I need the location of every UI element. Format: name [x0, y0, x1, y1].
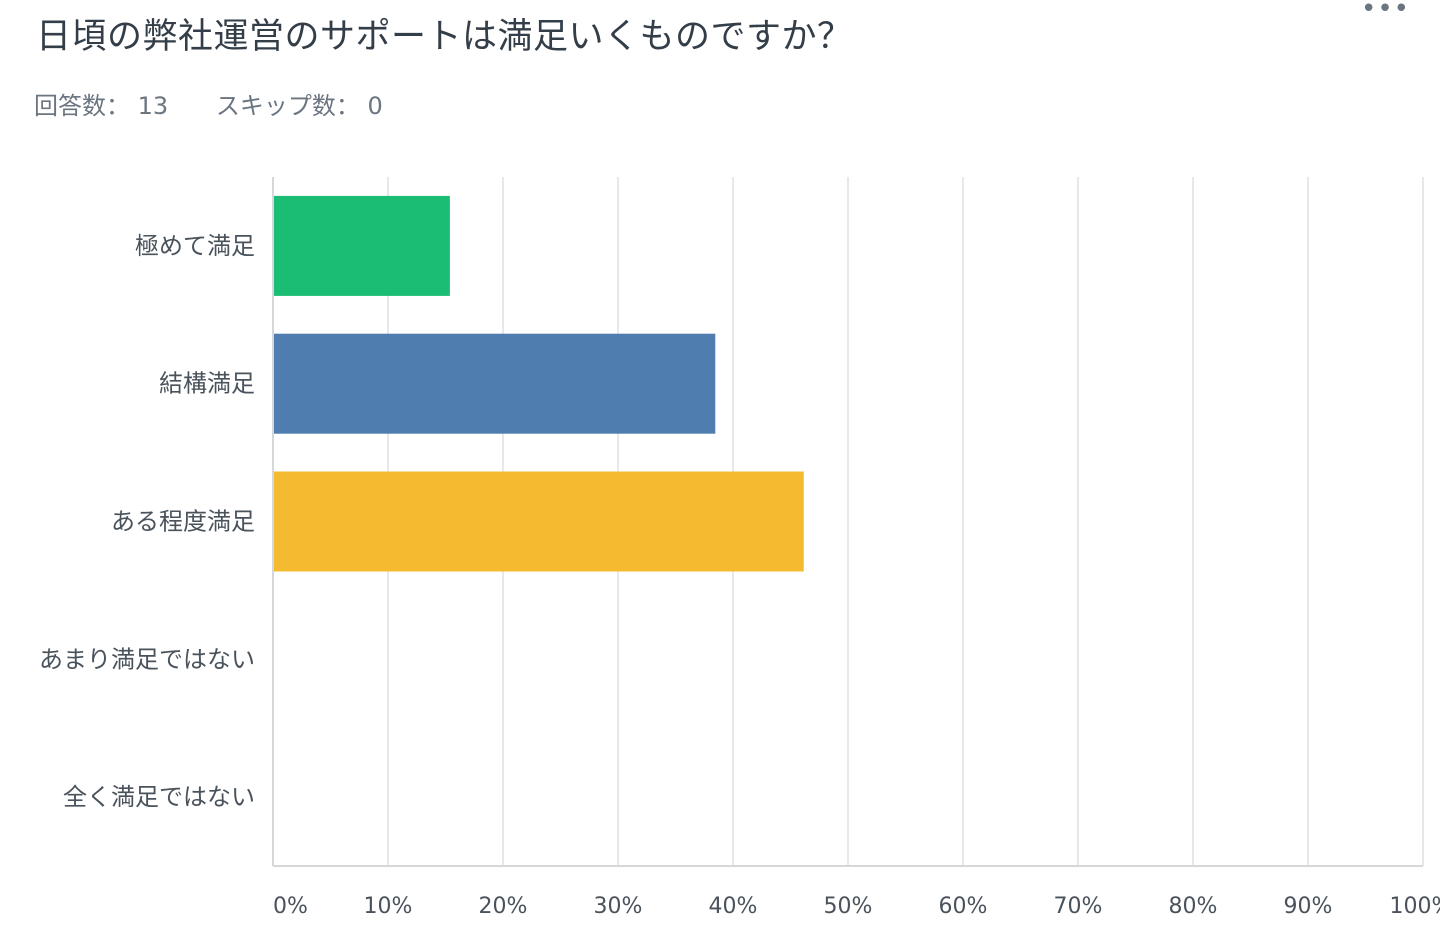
response-stats: 回答数： 13 スキップ数： 0: [34, 86, 423, 121]
answered-label: 回答数：: [34, 92, 130, 120]
category-label: ある程度満足: [111, 508, 255, 536]
x-tick-label: 80%: [1169, 894, 1218, 919]
skipped-label: スキップ数：: [215, 92, 360, 120]
bar: [274, 195, 450, 296]
x-tick-label: 10%: [364, 894, 413, 919]
x-tick-label: 40%: [709, 894, 758, 919]
answered-stat: 回答数： 13: [34, 92, 168, 120]
category-label: あまり満足ではない: [39, 645, 255, 673]
category-label: 結構満足: [159, 370, 255, 398]
x-tick-label: 30%: [594, 894, 643, 919]
x-tick-label: 60%: [939, 894, 988, 919]
skipped-stat: スキップ数： 0: [216, 92, 383, 120]
x-tick-label: 50%: [824, 894, 873, 919]
skipped-count: 0: [367, 92, 383, 120]
bar: [274, 471, 804, 572]
x-tick-label: 70%: [1054, 894, 1103, 919]
x-tick-label: 90%: [1284, 894, 1333, 919]
category-label: 全く満足ではない: [63, 783, 255, 811]
question-title: 日頃の弊社運営のサポートは満足いくものですか？: [36, 17, 853, 57]
answered-count: 13: [137, 92, 169, 120]
bar: [274, 333, 716, 434]
x-tick-label: 100%: [1390, 894, 1440, 919]
category-label: 極めて満足: [135, 232, 255, 260]
more-dots-icon[interactable]: •••: [1360, 0, 1410, 24]
x-tick-label: 0%: [273, 894, 308, 919]
x-tick-label: 20%: [479, 894, 528, 919]
